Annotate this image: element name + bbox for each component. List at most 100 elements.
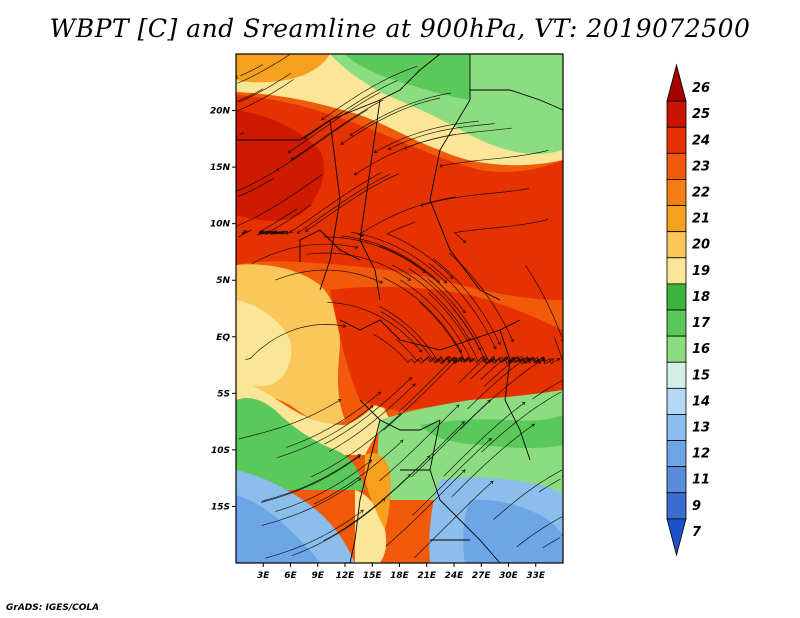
grads-footer: GrADS: IGES/COLA [6, 603, 100, 613]
streamline-arrow [280, 231, 285, 235]
streamline [238, 72, 292, 103]
streamline-arrow [564, 467, 567, 470]
shaded-field [232, 54, 567, 563]
streamline-arrow [232, 191, 235, 194]
streamline [420, 188, 530, 207]
field-guinea-lightyellow [236, 300, 292, 387]
streamline [258, 208, 298, 235]
streamline [398, 356, 474, 412]
streamline [276, 109, 369, 171]
streamline-arrow [560, 339, 563, 342]
colorbar-label: 20 [692, 238, 710, 253]
colorbar-swatch [666, 231, 687, 259]
lon-tick-label: 18E [390, 571, 410, 581]
streamline-arrow [470, 358, 475, 362]
streamline-arrow [349, 132, 354, 136]
lon-tick-label: 27E [472, 571, 492, 581]
streamlines [232, 54, 567, 559]
lat-tick-label: 15N [210, 163, 231, 173]
streamline-arrow [487, 399, 491, 404]
streamline [261, 455, 361, 503]
streamline [328, 383, 416, 453]
streamline-arrow [377, 391, 382, 396]
streamline-arrow [354, 245, 359, 250]
streamline-arrow [357, 455, 361, 459]
lat-tick-label: 15S [211, 502, 230, 512]
streamline-arrow [564, 514, 567, 517]
lon-tick-label: 24E [445, 571, 465, 581]
streamline [525, 265, 563, 337]
streamline-arrow [542, 359, 546, 364]
colorbar-bottom-arrow [666, 518, 687, 557]
lat-tick-label: 5N [216, 276, 230, 286]
axis-ticks: 20N 15N 10N 5N EQ 5S 10S 15S 3E 6E 9E 12E 15E 18E 21E 2… [210, 107, 546, 581]
streamline-arrow [456, 404, 460, 408]
streamline [493, 469, 563, 520]
streamline-arrow [275, 167, 280, 171]
streamline [240, 64, 263, 77]
streamline-arrow [369, 405, 374, 409]
streamline-arrow [353, 172, 358, 176]
streamline-arrow [287, 149, 292, 154]
streamline [261, 478, 361, 526]
streamline [439, 149, 549, 167]
streamline [276, 405, 374, 459]
streamline [383, 277, 462, 353]
streamline [236, 167, 281, 192]
streamline-arrow [419, 203, 424, 207]
streamline-arrow [373, 149, 378, 153]
streamline-arrow [305, 228, 309, 232]
colorbar-label: 11 [692, 473, 710, 488]
streamline [452, 307, 515, 365]
lat-tick-label: 20N [210, 107, 231, 117]
field-south-orange [365, 453, 391, 530]
streamline [291, 498, 386, 557]
streamline [379, 245, 466, 314]
streamline [304, 80, 398, 139]
colorbar-label: 17 [692, 316, 711, 331]
colorbar-label: 18 [692, 290, 710, 305]
streamline [245, 324, 346, 360]
map-title: WBPT [C] and Sreamline at 900hPa, VT: 20… [49, 14, 751, 43]
lon-tick-label: 9E [312, 571, 325, 581]
streamline [542, 537, 561, 548]
streamline [289, 172, 382, 233]
streamline [265, 509, 364, 559]
streamline [460, 358, 545, 430]
streamline [264, 204, 312, 235]
colorbar-swatch [666, 257, 687, 285]
streamline-arrow [521, 401, 526, 406]
colorbar-label: 26 [692, 81, 710, 96]
streamline-arrow [493, 345, 497, 350]
streamline-arrow [556, 358, 561, 362]
streamline [287, 92, 381, 153]
streamline [305, 173, 400, 232]
colorbar-label: 15 [692, 368, 710, 383]
field-sw-deepblue [236, 495, 320, 563]
streamline [350, 231, 447, 284]
streamline-arrow [387, 146, 392, 150]
streamline [383, 356, 463, 431]
streamline-arrow [446, 359, 451, 364]
streamline [432, 258, 501, 345]
streamline [379, 404, 460, 482]
streamline-arrow [400, 439, 404, 444]
streamline [386, 221, 454, 279]
streamline-arrow [342, 324, 347, 328]
colorbar-label: 13 [692, 421, 710, 436]
streamline-arrow [537, 360, 542, 365]
streamline-arrow [462, 239, 466, 244]
streamline-arrow [340, 141, 345, 145]
colorbar-swatch [666, 492, 687, 520]
streamline-arrow [458, 349, 462, 354]
streamline [327, 302, 422, 353]
streamline [236, 174, 323, 227]
field-south-strip [355, 490, 387, 563]
streamline-arrow [408, 377, 412, 381]
streamline [470, 356, 541, 380]
streamline-arrow [564, 378, 567, 381]
streamline-arrow [289, 229, 293, 233]
colorbar-label: 12 [692, 447, 710, 462]
field-congo [330, 286, 563, 411]
